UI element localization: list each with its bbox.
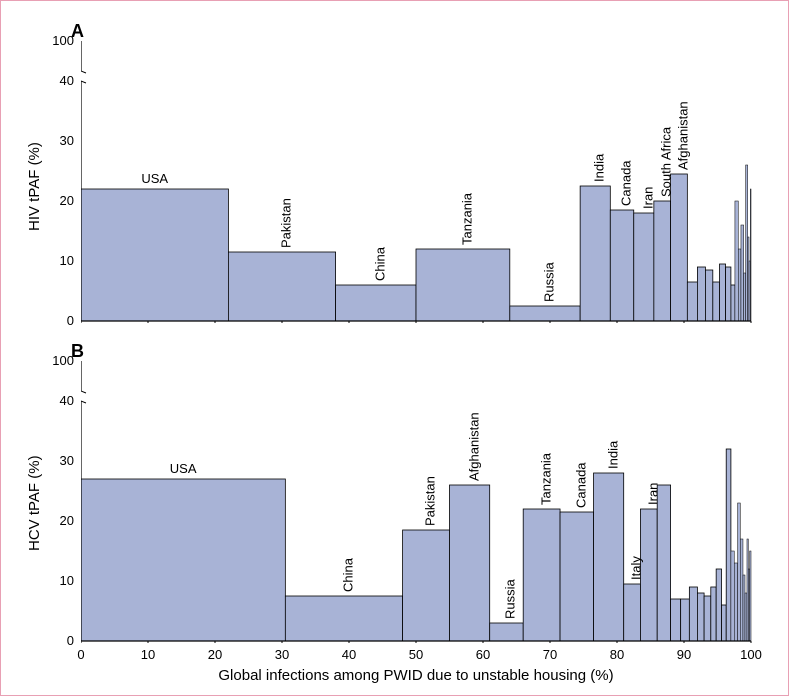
- bar: [560, 512, 594, 641]
- bar: [746, 165, 748, 321]
- bar-label: South Africa: [659, 127, 674, 197]
- x-axis-label: Global infections among PWID due to unst…: [216, 667, 616, 684]
- bar: [741, 225, 744, 321]
- panel-a: AHIV tPAF (%)010203040100USAPakistanChin…: [1, 21, 788, 341]
- x-tick-label: 0: [77, 647, 84, 662]
- bar: [697, 267, 705, 321]
- x-tick-label: 10: [141, 647, 155, 662]
- bar: [594, 473, 624, 641]
- bar: [720, 264, 726, 321]
- y-tick-label: 100: [46, 353, 74, 368]
- bar: [731, 285, 735, 321]
- bar: [681, 599, 690, 641]
- bar: [743, 575, 745, 641]
- bar-label: Iran: [640, 187, 655, 209]
- bar: [687, 282, 697, 321]
- y-tick-label: 30: [46, 453, 74, 468]
- y-tick-label: 40: [46, 393, 74, 408]
- bar: [416, 249, 510, 321]
- x-tick-label: 100: [740, 647, 762, 662]
- bar: [705, 270, 712, 321]
- y-tick-label: 0: [46, 313, 74, 328]
- bar-label: USA: [115, 171, 195, 186]
- bar: [738, 249, 741, 321]
- bar: [657, 485, 670, 641]
- bar: [580, 186, 610, 321]
- y-tick-label: 0: [46, 633, 74, 648]
- x-tick-label: 20: [208, 647, 222, 662]
- bar: [523, 509, 560, 641]
- bar: [624, 584, 641, 641]
- bar: [726, 449, 731, 641]
- bar-label: Iran: [645, 483, 660, 505]
- x-tick-label: 90: [677, 647, 691, 662]
- bar: [738, 503, 741, 641]
- bar-label: Italy: [629, 556, 644, 580]
- bar: [634, 213, 654, 321]
- bar-label: India: [592, 154, 607, 182]
- bar: [285, 596, 402, 641]
- bar: [689, 587, 697, 641]
- bar: [610, 210, 633, 321]
- bar-label: Pakistan: [423, 476, 438, 526]
- bar: [750, 551, 751, 641]
- x-tick-label: 80: [610, 647, 624, 662]
- y-tick-label: 100: [46, 33, 74, 48]
- y-tick-label: 20: [46, 193, 74, 208]
- bar: [671, 599, 681, 641]
- bar: [697, 593, 704, 641]
- bar-label: Tanzania: [538, 453, 553, 505]
- bar: [81, 189, 228, 321]
- bar: [403, 530, 450, 641]
- bar-label: Russia: [541, 262, 556, 302]
- bar-label: Pakistan: [279, 198, 294, 248]
- bar-label: China: [340, 558, 355, 592]
- bar: [336, 285, 416, 321]
- bar-label: Canada: [619, 160, 634, 206]
- x-tick-label: 30: [275, 647, 289, 662]
- bar-label: Afghanistan: [675, 101, 690, 170]
- bar: [740, 539, 743, 641]
- bar: [744, 273, 746, 321]
- bar: [734, 563, 737, 641]
- bar: [731, 551, 734, 641]
- bar-label: USA: [143, 461, 223, 476]
- bar: [711, 587, 716, 641]
- bar-label: India: [605, 441, 620, 469]
- chart-container: AHIV tPAF (%)010203040100USAPakistanChin…: [0, 0, 789, 696]
- bar-label: Tanzania: [459, 193, 474, 245]
- bar: [704, 596, 711, 641]
- bar: [510, 306, 580, 321]
- bar-label: China: [372, 247, 387, 281]
- bar: [81, 479, 285, 641]
- y-tick-label: 40: [46, 73, 74, 88]
- bar: [228, 252, 335, 321]
- x-tick-label: 40: [342, 647, 356, 662]
- y-tick-label: 20: [46, 513, 74, 528]
- bar: [716, 569, 721, 641]
- bar: [735, 201, 738, 321]
- x-tick-label: 60: [476, 647, 490, 662]
- bar-label: Afghanistan: [466, 412, 481, 481]
- bar: [745, 593, 747, 641]
- bar: [722, 605, 727, 641]
- y-tick-label: 10: [46, 253, 74, 268]
- bar: [726, 267, 731, 321]
- y-axis-label: HCV tPAF (%): [26, 455, 43, 551]
- bar: [490, 623, 524, 641]
- x-tick-label: 70: [543, 647, 557, 662]
- bar: [450, 485, 490, 641]
- bar: [713, 282, 720, 321]
- bar: [654, 201, 671, 321]
- y-axis-label: HIV tPAF (%): [26, 142, 43, 231]
- bar-label: Russia: [503, 579, 518, 619]
- x-tick-label: 50: [409, 647, 423, 662]
- panel-b: BHCV tPAF (%)010203040100010203040506070…: [1, 341, 788, 661]
- y-tick-label: 10: [46, 573, 74, 588]
- bar-label: Canada: [573, 462, 588, 508]
- y-tick-label: 30: [46, 133, 74, 148]
- bar: [750, 189, 751, 321]
